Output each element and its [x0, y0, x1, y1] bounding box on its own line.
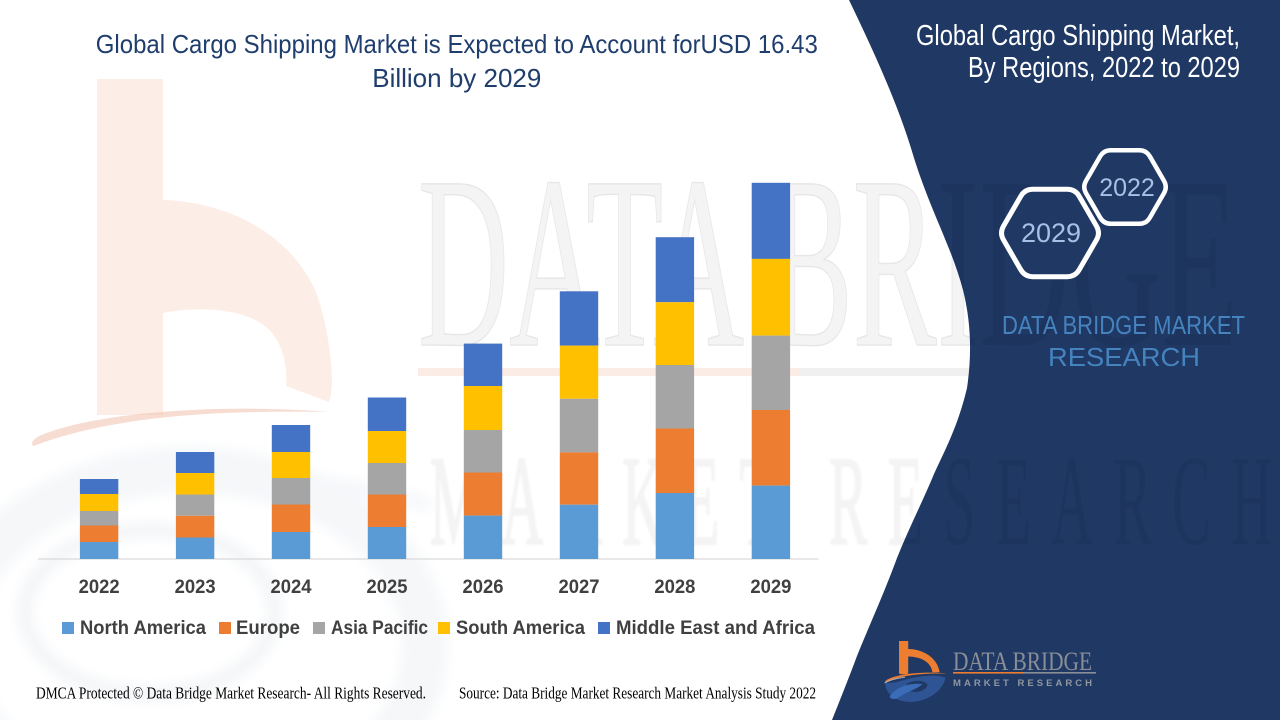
svg-text:2026: 2026	[463, 577, 504, 598]
svg-text:2025: 2025	[367, 577, 408, 598]
svg-text:Middle East and Africa: Middle East and Africa	[616, 618, 815, 639]
svg-text:By Regions, 2022 to 2029: By Regions, 2022 to 2029	[968, 52, 1240, 84]
svg-text:North America: North America	[80, 618, 206, 639]
svg-text:2027: 2027	[559, 577, 600, 598]
svg-text:Global Cargo Shipping Market,: Global Cargo Shipping Market,	[916, 20, 1240, 52]
svg-text:2029: 2029	[750, 577, 791, 598]
svg-text:Global Cargo Shipping Market i: Global Cargo Shipping Market is Expected…	[96, 29, 818, 59]
svg-text:DATA BRIDGE MARKET: DATA BRIDGE MARKET	[1002, 310, 1245, 340]
svg-text:2028: 2028	[654, 577, 695, 598]
svg-text:2024: 2024	[271, 577, 312, 598]
svg-text:Source: Data Bridge Market Res: Source: Data Bridge Market Research Mark…	[459, 684, 816, 703]
svg-text:2029: 2029	[1021, 218, 1081, 248]
svg-text:DMCA Protected © Data Bridge M: DMCA Protected © Data Bridge Market Rese…	[36, 684, 426, 703]
svg-text:Billion by 2029: Billion by 2029	[372, 63, 541, 93]
svg-text:MARKET RESEARCH: MARKET RESEARCH	[953, 678, 1092, 689]
svg-text:2022: 2022	[79, 577, 120, 598]
svg-text:2023: 2023	[175, 577, 216, 598]
svg-text:2022: 2022	[1099, 174, 1155, 202]
svg-text:DATA BRIDGE: DATA BRIDGE	[953, 647, 1092, 676]
svg-text:Asia Pacific: Asia Pacific	[331, 618, 428, 639]
svg-text:Europe: Europe	[236, 618, 300, 639]
svg-text:RESEARCH: RESEARCH	[1048, 342, 1200, 372]
svg-text:South America: South America	[456, 618, 585, 639]
